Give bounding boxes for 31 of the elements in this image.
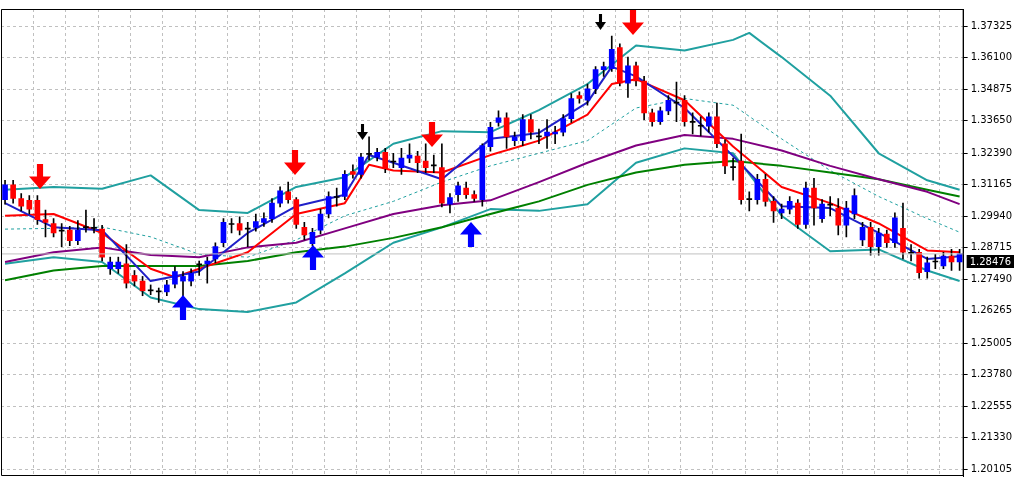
y-tick-label: 1.26265: [970, 304, 1013, 316]
candlestick: [544, 119, 550, 149]
candlestick: [422, 143, 429, 173]
y-tick-label: 1.23780: [970, 368, 1013, 380]
y-tick-label: 1.32390: [970, 146, 1013, 158]
y-tick-label: 1.20105: [970, 462, 1013, 474]
y-tick-label: 1.25005: [970, 336, 1013, 348]
y-tick-label: 1.27490: [970, 272, 1013, 284]
line-series: [4, 97, 961, 258]
candlestick: [204, 256, 211, 284]
candlestick: [730, 157, 736, 181]
candlestick: [366, 136, 372, 161]
candlestick: [746, 191, 753, 212]
ref-line-label: 1.28476: [969, 255, 1012, 267]
y-tick-label: 1.37325: [970, 19, 1013, 31]
candlestick: [58, 223, 65, 247]
candlestick: [91, 218, 97, 234]
y-tick-label: 1.36100: [970, 51, 1013, 63]
y-tick-label: 1.28715: [970, 241, 1013, 253]
y-tick-label: 1.21330: [970, 431, 1013, 443]
y-tick-label: 1.33650: [970, 114, 1013, 126]
y-tick-label: 1.29940: [970, 209, 1013, 221]
candlestick: [827, 196, 833, 217]
candlestick: [536, 128, 542, 145]
candlestick: [333, 187, 340, 207]
y-tick-label: 1.34875: [970, 82, 1013, 94]
y-tick-label: 1.22555: [970, 399, 1013, 411]
candlestick: [83, 209, 89, 233]
candlestick: [697, 116, 704, 137]
candlestick: [180, 271, 186, 297]
y-tick-label: 1.31165: [970, 178, 1013, 190]
